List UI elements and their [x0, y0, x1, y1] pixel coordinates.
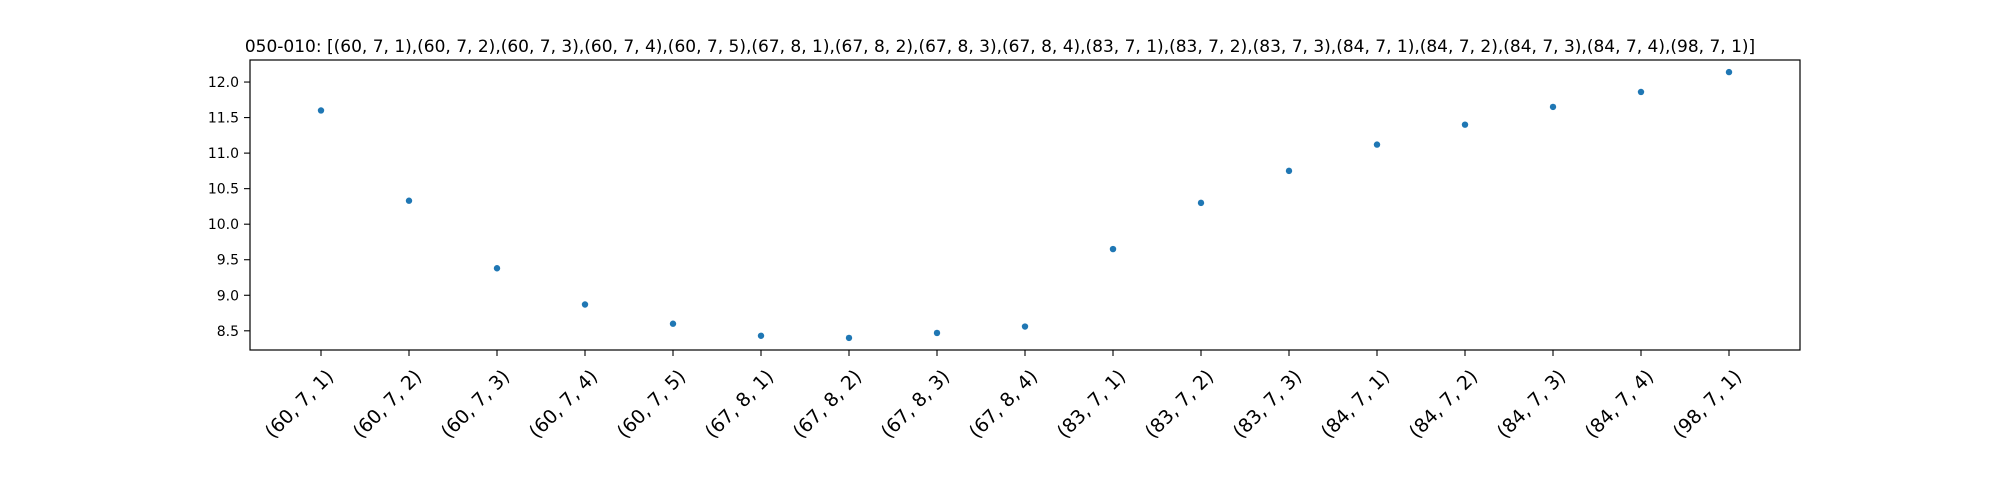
x-tick-label: (98, 7, 1) [1669, 366, 1746, 443]
x-tick-label: (84, 7, 1) [1317, 366, 1394, 443]
y-tick-label: 10.0 [208, 217, 239, 233]
data-point [405, 197, 413, 204]
y-tick-label: 12.0 [208, 75, 239, 91]
y-tick-label: 11.0 [208, 146, 239, 162]
x-tick-label: (60, 7, 5) [613, 366, 690, 443]
data-point [1021, 323, 1029, 330]
data-point [845, 334, 853, 342]
x-tick-label: (60, 7, 4) [525, 366, 602, 443]
data-point [1285, 167, 1293, 175]
data-point [317, 107, 325, 114]
data-point [757, 332, 765, 339]
x-axis: (60, 7, 1) (60, 7, 2) (60, 7, 3) (60, 7, 4)… [261, 350, 1746, 443]
data-point [493, 265, 501, 272]
data-point [1549, 103, 1557, 111]
data-points [317, 68, 1733, 342]
x-tick-label: (83, 7, 3) [1229, 366, 1306, 443]
x-tick-label: (60, 7, 1) [261, 366, 338, 443]
x-tick-label: (67, 8, 4) [965, 366, 1042, 443]
x-tick-label: (67, 8, 2) [789, 366, 866, 443]
x-tick-label: (83, 7, 1) [1053, 366, 1130, 443]
x-tick-label: (84, 7, 4) [1581, 366, 1658, 443]
y-tick-label: 8.5 [217, 324, 239, 340]
data-point [1373, 141, 1381, 148]
y-tick-label: 10.5 [208, 182, 239, 198]
y-tick-label: 11.5 [208, 111, 239, 127]
data-point [1109, 245, 1117, 253]
y-tick-label: 9.0 [217, 288, 239, 304]
x-tick-label: (67, 8, 1) [701, 366, 778, 443]
x-tick-label: (67, 8, 3) [877, 366, 954, 443]
data-point [669, 320, 677, 327]
data-point [1637, 88, 1645, 96]
y-tick-label: 9.5 [217, 253, 239, 269]
x-tick-label: (60, 7, 3) [437, 366, 514, 443]
y-axis: 8.5 9.0 9.5 10.0 10.5 11.0 11.5 12.0 [208, 75, 250, 340]
chart-title: 050-010: [(60, 7, 1),(60, 7, 2),(60, 7, … [245, 37, 1755, 57]
x-tick-label: (84, 7, 2) [1405, 366, 1482, 443]
x-tick-label: (84, 7, 3) [1493, 366, 1570, 443]
data-point [933, 329, 941, 337]
data-point [581, 301, 589, 308]
x-tick-label: (83, 7, 2) [1141, 366, 1218, 443]
data-point [1725, 68, 1733, 76]
plot-area [249, 59, 1801, 351]
data-point [1197, 199, 1205, 207]
data-point [1461, 121, 1469, 128]
x-tick-label: (60, 7, 2) [349, 366, 426, 443]
